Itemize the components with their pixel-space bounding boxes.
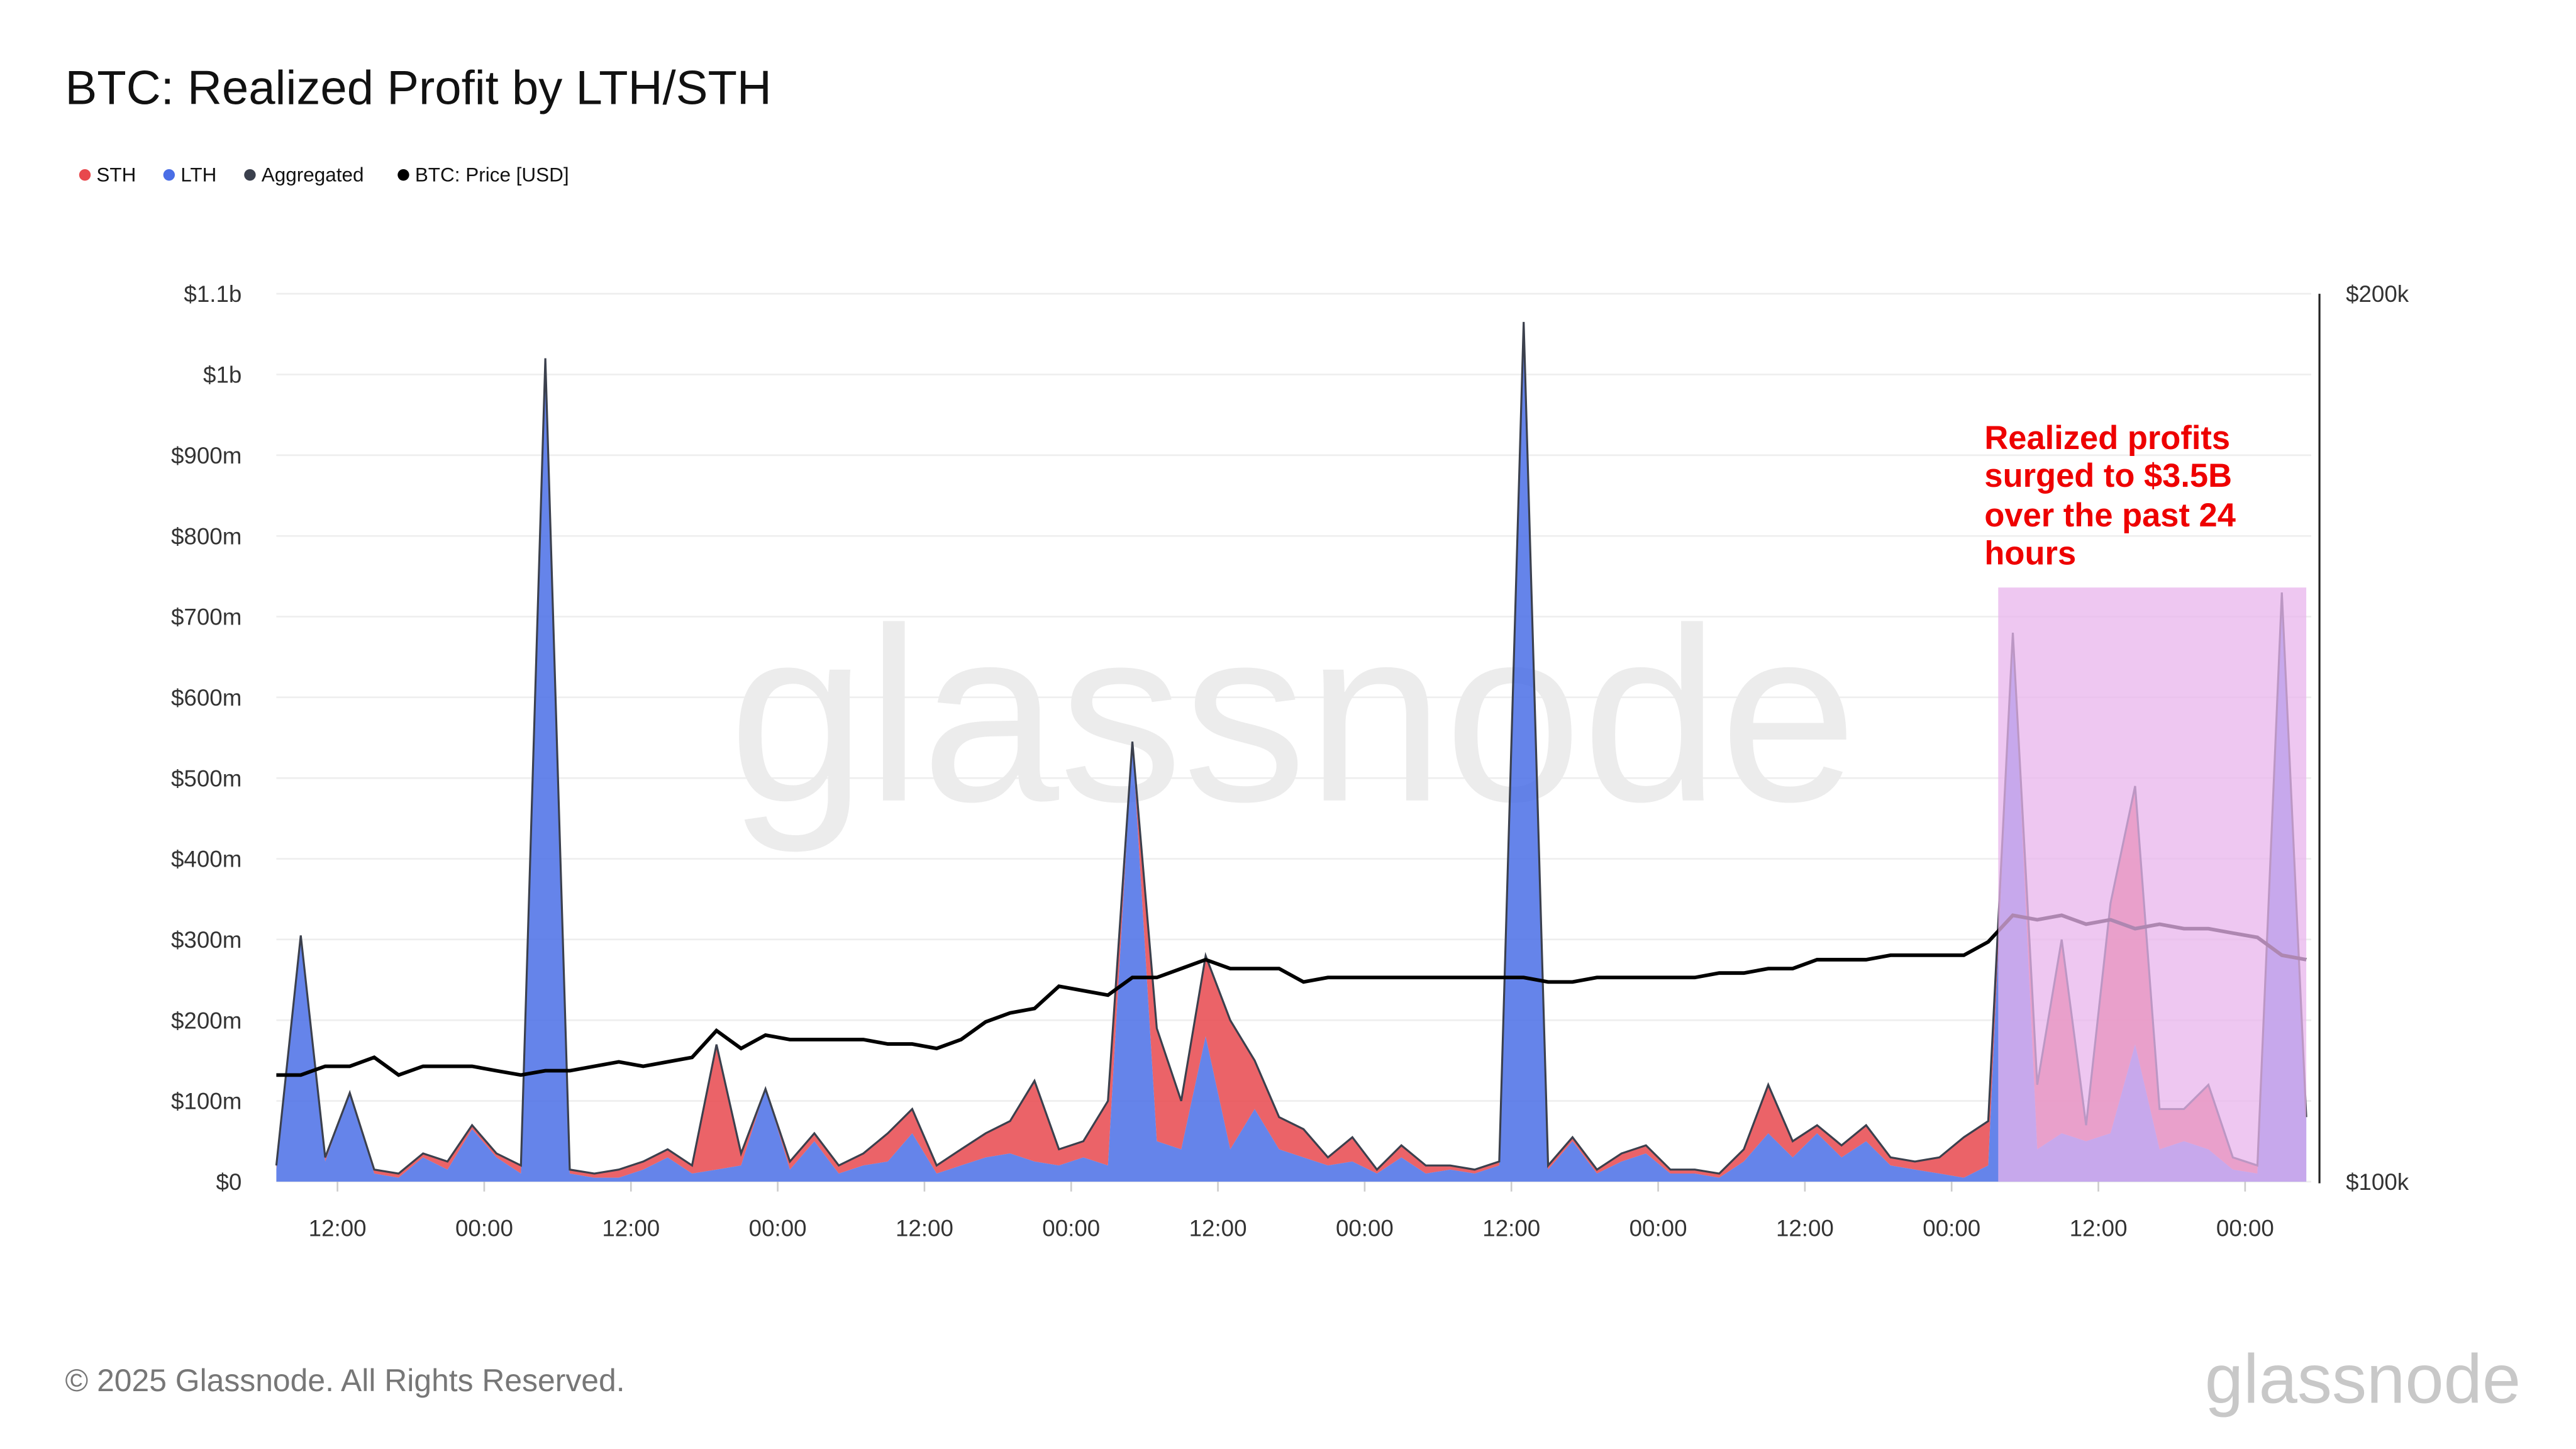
y-tick-label: $700m	[171, 604, 242, 630]
y-tick-label: $400m	[171, 847, 242, 872]
y-right-tick-100k: $100k	[2346, 1169, 2409, 1195]
x-tick-label: 00:00	[1629, 1215, 1687, 1241]
annotation: Realized profits surged to $3.5B over th…	[1984, 419, 2236, 572]
price-line	[276, 913, 2307, 1077]
x-tick-label: 12:00	[602, 1215, 660, 1241]
x-axis: 12:00 00:00 12:00 00:00 12:00 00:00 12:00 00:00…	[309, 1181, 2274, 1241]
annotation-line: Realized profits	[1984, 419, 2230, 457]
y-tick-label: $800m	[171, 523, 242, 549]
y-tick-label: $900m	[171, 443, 242, 469]
y-tick-label: $500m	[171, 765, 242, 791]
x-tick-label: 12:00	[1776, 1215, 1834, 1241]
legend: STH LTH Aggregated BTC: Price [USD]	[79, 164, 569, 186]
x-tick-label: 00:00	[1042, 1215, 1100, 1241]
y-tick-label: $1.1b	[184, 281, 242, 307]
watermark: glassnode	[729, 577, 1858, 855]
x-tick-label: 12:00	[2070, 1215, 2128, 1241]
x-tick-label: 00:00	[2216, 1215, 2274, 1241]
x-tick-label: 12:00	[309, 1215, 367, 1241]
legend-sth-swatch	[79, 169, 91, 181]
annotation-line: hours	[1984, 535, 2076, 572]
legend-lth-swatch	[163, 169, 175, 181]
footer-logo: glassnode	[2205, 1341, 2521, 1418]
x-tick-label: 00:00	[1336, 1215, 1394, 1241]
y-axis-left: $0 $100m $200m $300m $400m $500m $600m $700m $80…	[171, 281, 242, 1195]
annotation-line: over the past 24	[1984, 497, 2236, 534]
grid	[276, 292, 2311, 1183]
x-tick-label: 00:00	[749, 1215, 807, 1241]
legend-price[interactable]: BTC: Price [USD]	[415, 164, 569, 186]
y-tick-label: $600m	[171, 685, 242, 711]
y-right-tick-200k: $200k	[2346, 281, 2409, 307]
y-tick-label: $200m	[171, 1008, 242, 1033]
x-tick-label: 12:00	[896, 1215, 953, 1241]
x-tick-label: 12:00	[1482, 1215, 1540, 1241]
legend-sth[interactable]: STH	[96, 164, 136, 186]
y-tick-label: $0	[216, 1169, 242, 1195]
y-tick-label: $100m	[171, 1089, 242, 1114]
legend-aggregated[interactable]: Aggregated	[262, 164, 364, 186]
x-tick-label: 00:00	[455, 1215, 513, 1241]
y-tick-label: $1b	[203, 362, 242, 388]
x-tick-label: 00:00	[1923, 1215, 1980, 1241]
y-tick-label: $300m	[171, 927, 242, 953]
x-tick-label: 12:00	[1189, 1215, 1247, 1241]
highlight-rect	[1998, 587, 2307, 1182]
legend-price-swatch	[397, 169, 409, 181]
legend-lth[interactable]: LTH	[180, 164, 216, 186]
highlight-region	[1998, 587, 2307, 1182]
annotation-line: surged to $3.5B	[1984, 457, 2232, 494]
footer-copyright: © 2025 Glassnode. All Rights Reserved.	[65, 1363, 625, 1398]
aggregated-line	[275, 321, 2307, 1175]
chart-title: BTC: Realized Profit by LTH/STH	[65, 61, 772, 114]
legend-aggregated-swatch	[244, 169, 256, 181]
